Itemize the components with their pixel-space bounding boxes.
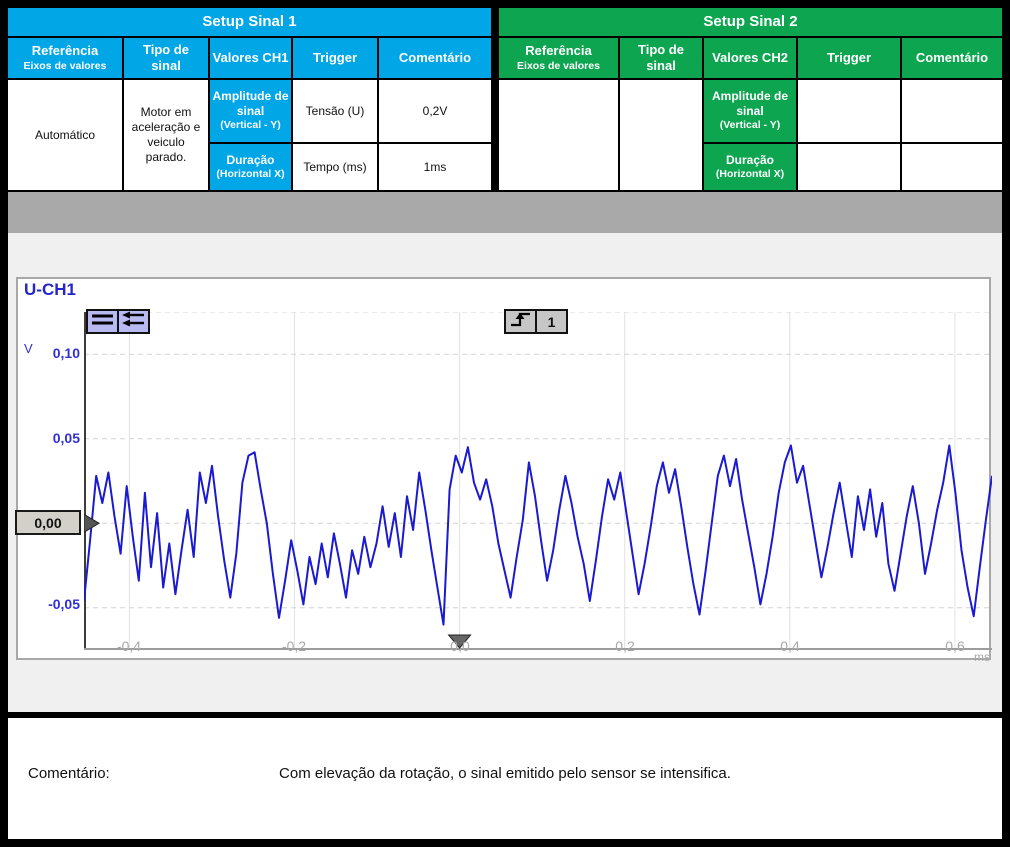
channel-button-group xyxy=(86,309,150,334)
pan-left-icon xyxy=(121,311,146,333)
zero-level-handle[interactable]: 0,00 xyxy=(15,510,81,535)
column-header-comentario: Comentário xyxy=(902,38,1002,78)
comment-label: Comentário: xyxy=(28,765,110,782)
x-tick-label: 0,0 xyxy=(450,638,470,654)
setup-signal-1-title: Setup Sinal 1 xyxy=(8,8,491,36)
comment-section: Comentário: Com elevação da rotação, o s… xyxy=(8,718,1002,839)
setup-signal-1-table: Setup Sinal 1 Referência Eixos de valore… xyxy=(8,8,491,190)
column-header-trigger: Trigger xyxy=(293,38,377,78)
tipo-de-sinal-ch2-duracao-empty xyxy=(798,144,900,190)
x-tick-label: 0,6 xyxy=(945,638,965,654)
row-label-amplitude: Amplitude de sinal (Vertical - Y) xyxy=(210,80,291,142)
row-label-amplitude: Amplitude de sinal (Vertical - Y) xyxy=(704,80,796,142)
trigger-channel-number: 1 xyxy=(547,313,556,330)
channel-menu-icon xyxy=(90,311,115,333)
pan-left-button[interactable] xyxy=(117,309,150,334)
x-tick-label: -0,2 xyxy=(281,638,307,654)
setup-signal-2-title: Setup Sinal 2 xyxy=(499,8,1002,36)
valor-ch2-duracao-empty xyxy=(902,144,1002,190)
y-axis-unit: V xyxy=(24,341,33,356)
tipo-de-sinal-ch1-amplitude: Tensão (U) xyxy=(293,80,377,142)
row-label-duracao: Duração (Horizontal X) xyxy=(210,144,291,190)
row-label-main: Amplitude de sinal xyxy=(711,89,788,119)
x-tick-label: 0,2 xyxy=(615,638,635,654)
oscilloscope-panel: U-CH1 V 0,10 0,05 -0,05 0,00 xyxy=(15,277,992,664)
column-header-main: Referência xyxy=(525,43,592,59)
x-tick-label: 0,4 xyxy=(780,638,800,654)
column-header-main: Tipo de sinal xyxy=(143,41,189,73)
row-label-main: Duração xyxy=(226,152,275,167)
column-header-comentario: Comentário xyxy=(379,38,491,78)
trigger-button-group: 1 xyxy=(504,309,568,334)
trigger-channel-button[interactable]: 1 xyxy=(535,309,568,334)
toolbar-band xyxy=(8,192,1002,233)
row-label-duracao: Duração (Horizontal X) xyxy=(704,144,796,190)
row-label-sub: (Horizontal X) xyxy=(715,167,785,180)
y-tick-label: 0,05 xyxy=(52,430,80,446)
setup-tables-area: Setup Sinal 1 Referência Eixos de valore… xyxy=(8,8,1002,190)
comment-value-ch1: Motor em aceleração e veiculo parado. xyxy=(124,80,208,190)
row-label-sub: (Vertical - Y) xyxy=(220,119,281,132)
column-header-tipo-de-sinal: Tipo de sinal xyxy=(620,38,702,78)
column-header-main: Tipo de sinal xyxy=(638,41,684,73)
rising-edge-trigger-icon xyxy=(508,310,533,333)
row-label-main: Amplitude de sinal xyxy=(212,89,289,119)
column-header-main: Referência xyxy=(31,43,99,59)
comment-text: Com elevação da rotação, o sinal emitido… xyxy=(279,765,731,782)
valor-ch1-amplitude: 0,2V xyxy=(379,80,491,142)
column-header-trigger: Trigger xyxy=(798,38,900,78)
oscilloscope-section: U-CH1 V 0,10 0,05 -0,05 0,00 xyxy=(8,233,1002,712)
valor-ch2-amplitude-empty xyxy=(902,80,1002,142)
x-axis-unit: ms xyxy=(974,650,990,664)
trigger-edge-button[interactable] xyxy=(504,309,537,334)
setup-signal-2-table: Setup Sinal 2 Referência Eixos de valore… xyxy=(499,8,1002,190)
row-label-sub: (Horizontal X) xyxy=(216,167,285,180)
channel-menu-button[interactable] xyxy=(86,309,119,334)
column-header-tipo-de-sinal: Tipo de sinal xyxy=(124,38,208,78)
trigger-value-ch2-empty xyxy=(499,80,618,190)
tipo-de-sinal-ch2-amplitude-empty xyxy=(798,80,900,142)
comment-value-ch2-empty xyxy=(620,80,702,190)
x-tick-label: -0,4 xyxy=(116,638,142,654)
tipo-de-sinal-ch1-duracao: Tempo (ms) xyxy=(293,144,377,190)
channel-label: U-CH1 xyxy=(24,280,76,299)
column-header-valores-ch1: Valores CH1 xyxy=(210,38,291,78)
waveform-plot xyxy=(84,312,992,650)
column-header-sub: Eixos de valores xyxy=(517,59,600,72)
y-tick-label: 0,10 xyxy=(52,345,80,361)
y-tick-label: -0,05 xyxy=(48,596,80,612)
trigger-value-ch1: Automático xyxy=(8,80,122,190)
column-header-valores-ch2: Valores CH2 xyxy=(704,38,796,78)
column-header-referencia: Referência Eixos de valores xyxy=(8,38,122,78)
row-label-sub: (Vertical - Y) xyxy=(719,119,781,132)
row-label-main: Duração xyxy=(725,152,775,167)
column-header-sub: Eixos de valores xyxy=(23,59,107,72)
valor-ch1-duracao: 1ms xyxy=(379,144,491,190)
column-header-referencia: Referência Eixos de valores xyxy=(499,38,618,78)
